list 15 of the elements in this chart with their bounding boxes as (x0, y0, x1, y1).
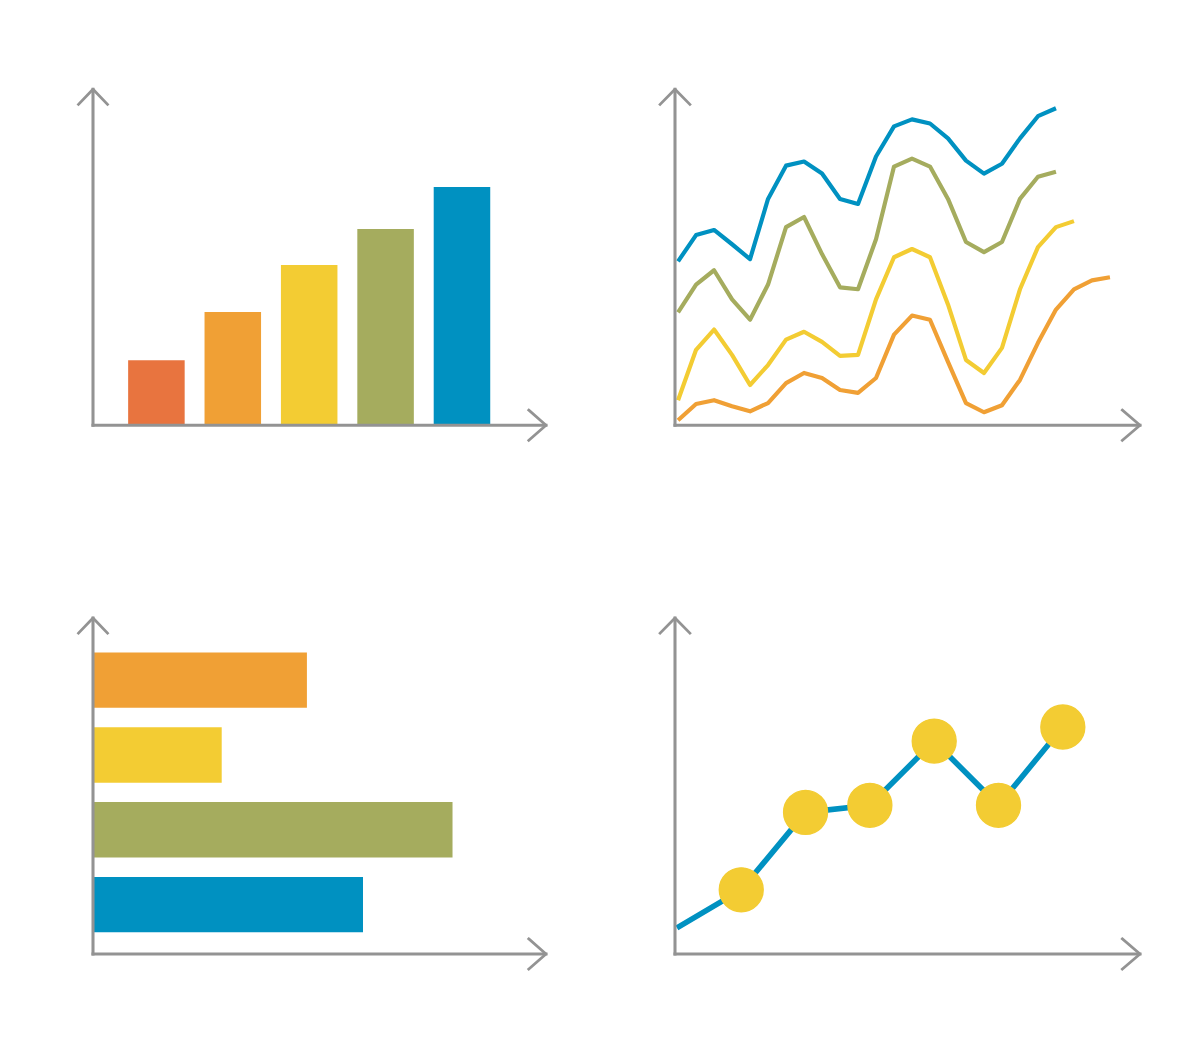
point (782, 789, 829, 836)
bar (93, 652, 307, 708)
bar (93, 802, 453, 858)
bar (280, 265, 338, 426)
point (718, 867, 764, 913)
point (847, 782, 893, 828)
point (975, 782, 1022, 828)
bar (93, 727, 222, 783)
bar (433, 186, 491, 426)
point (911, 718, 957, 764)
bar (357, 228, 414, 426)
point (1040, 704, 1086, 750)
bar (93, 876, 363, 933)
bar (204, 312, 262, 426)
bar (128, 360, 185, 426)
